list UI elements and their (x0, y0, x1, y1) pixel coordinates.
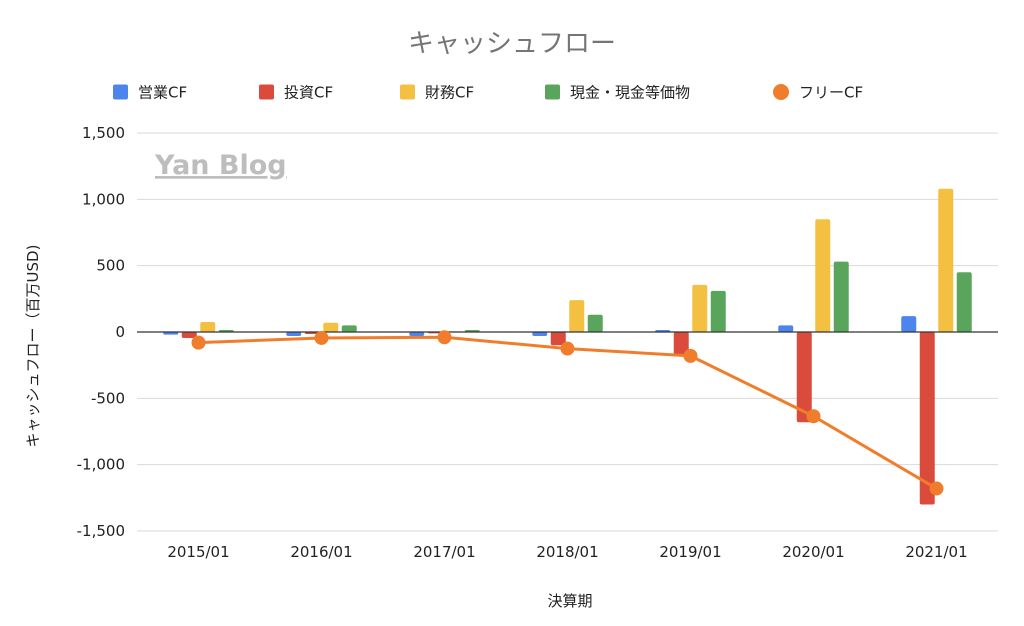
legend-marker (545, 84, 560, 100)
bar-3-2016/01 (323, 322, 339, 332)
bar-1-2017/01 (409, 332, 425, 336)
x-tick-label: 2016/01 (290, 543, 352, 561)
y-axis-ticks: 1,500 1,000 500 0 -500 -1,000 -1,500 (77, 124, 125, 540)
y-tick-label: 1,000 (82, 190, 125, 208)
bar-4-2020/01 (833, 261, 849, 332)
x-tick-label: 2019/01 (659, 543, 721, 561)
bar-1-2016/01 (286, 332, 302, 336)
bar-4-2016/01 (341, 325, 357, 332)
legend-label: 投資CF (284, 84, 333, 102)
bar-2-2019/01 (673, 332, 689, 356)
free-cf-point-2019/01 (683, 348, 698, 363)
bar-1-2021/01 (901, 316, 917, 332)
x-tick-label: 2018/01 (536, 543, 598, 561)
x-axis-title: 決算期 (547, 592, 592, 610)
bar-1-2018/01 (532, 332, 548, 336)
bar-3-2015/01 (200, 322, 216, 332)
x-axis-ticks: 2015/01 2016/01 2017/01 2018/01 2019/01 2020/… (167, 543, 967, 561)
y-tick-label: 500 (96, 257, 125, 275)
free-cf-polyline (198, 335, 938, 490)
legend-marker (113, 84, 128, 100)
bar-2-2020/01 (796, 332, 812, 423)
free-cf-point-2016/01 (314, 330, 329, 345)
bar-3-2020/01 (815, 219, 831, 332)
bar-4-2018/01 (587, 314, 603, 332)
x-tick-label: 2015/01 (167, 543, 229, 561)
bar-2-2018/01 (550, 332, 566, 346)
bar-3-2019/01 (692, 284, 708, 332)
watermark-text: Yan Blog (154, 150, 287, 181)
legend: 営業CF 投資CF 財務CF 現金・現金等価物 フリーCF (113, 84, 863, 102)
y-tick-label: -500 (91, 389, 125, 407)
free-cf-point-2020/01 (806, 409, 821, 424)
legend-label: フリーCF (799, 84, 863, 102)
free-cf-line (191, 330, 944, 496)
chart-title: キャッシュフロー (408, 29, 616, 59)
y-tick-label: -1,500 (77, 522, 125, 540)
gridlines (137, 132, 998, 532)
free-cf-point-2015/01 (191, 335, 206, 350)
legend-marker (259, 84, 274, 100)
legend-marker (773, 84, 789, 100)
bar-1-2020/01 (778, 325, 794, 332)
legend-label: 営業CF (138, 84, 187, 102)
y-axis-title: キャッシュフロー（百万USD) (24, 245, 42, 448)
bar-1-2015/01 (163, 332, 179, 335)
bar-2-2021/01 (919, 332, 935, 505)
legend-label: 現金・現金等価物 (570, 84, 690, 102)
x-tick-label: 2017/01 (413, 543, 475, 561)
y-tick-label: 0 (115, 323, 125, 341)
bar-2-2015/01 (181, 332, 197, 338)
free-cf-point-2017/01 (437, 330, 452, 345)
free-cf-point-2021/01 (929, 481, 944, 496)
free-cf-point-2018/01 (560, 341, 575, 356)
y-tick-label: -1,000 (77, 456, 125, 474)
bar-3-2018/01 (569, 300, 585, 332)
bars (163, 188, 972, 505)
legend-marker (400, 84, 415, 100)
x-tick-label: 2020/01 (782, 543, 844, 561)
bar-4-2021/01 (956, 272, 972, 332)
y-tick-label: 1,500 (82, 124, 125, 142)
x-tick-label: 2021/01 (905, 543, 967, 561)
bar-4-2019/01 (710, 290, 726, 332)
bar-3-2021/01 (938, 188, 954, 332)
legend-label: 財務CF (425, 84, 474, 102)
